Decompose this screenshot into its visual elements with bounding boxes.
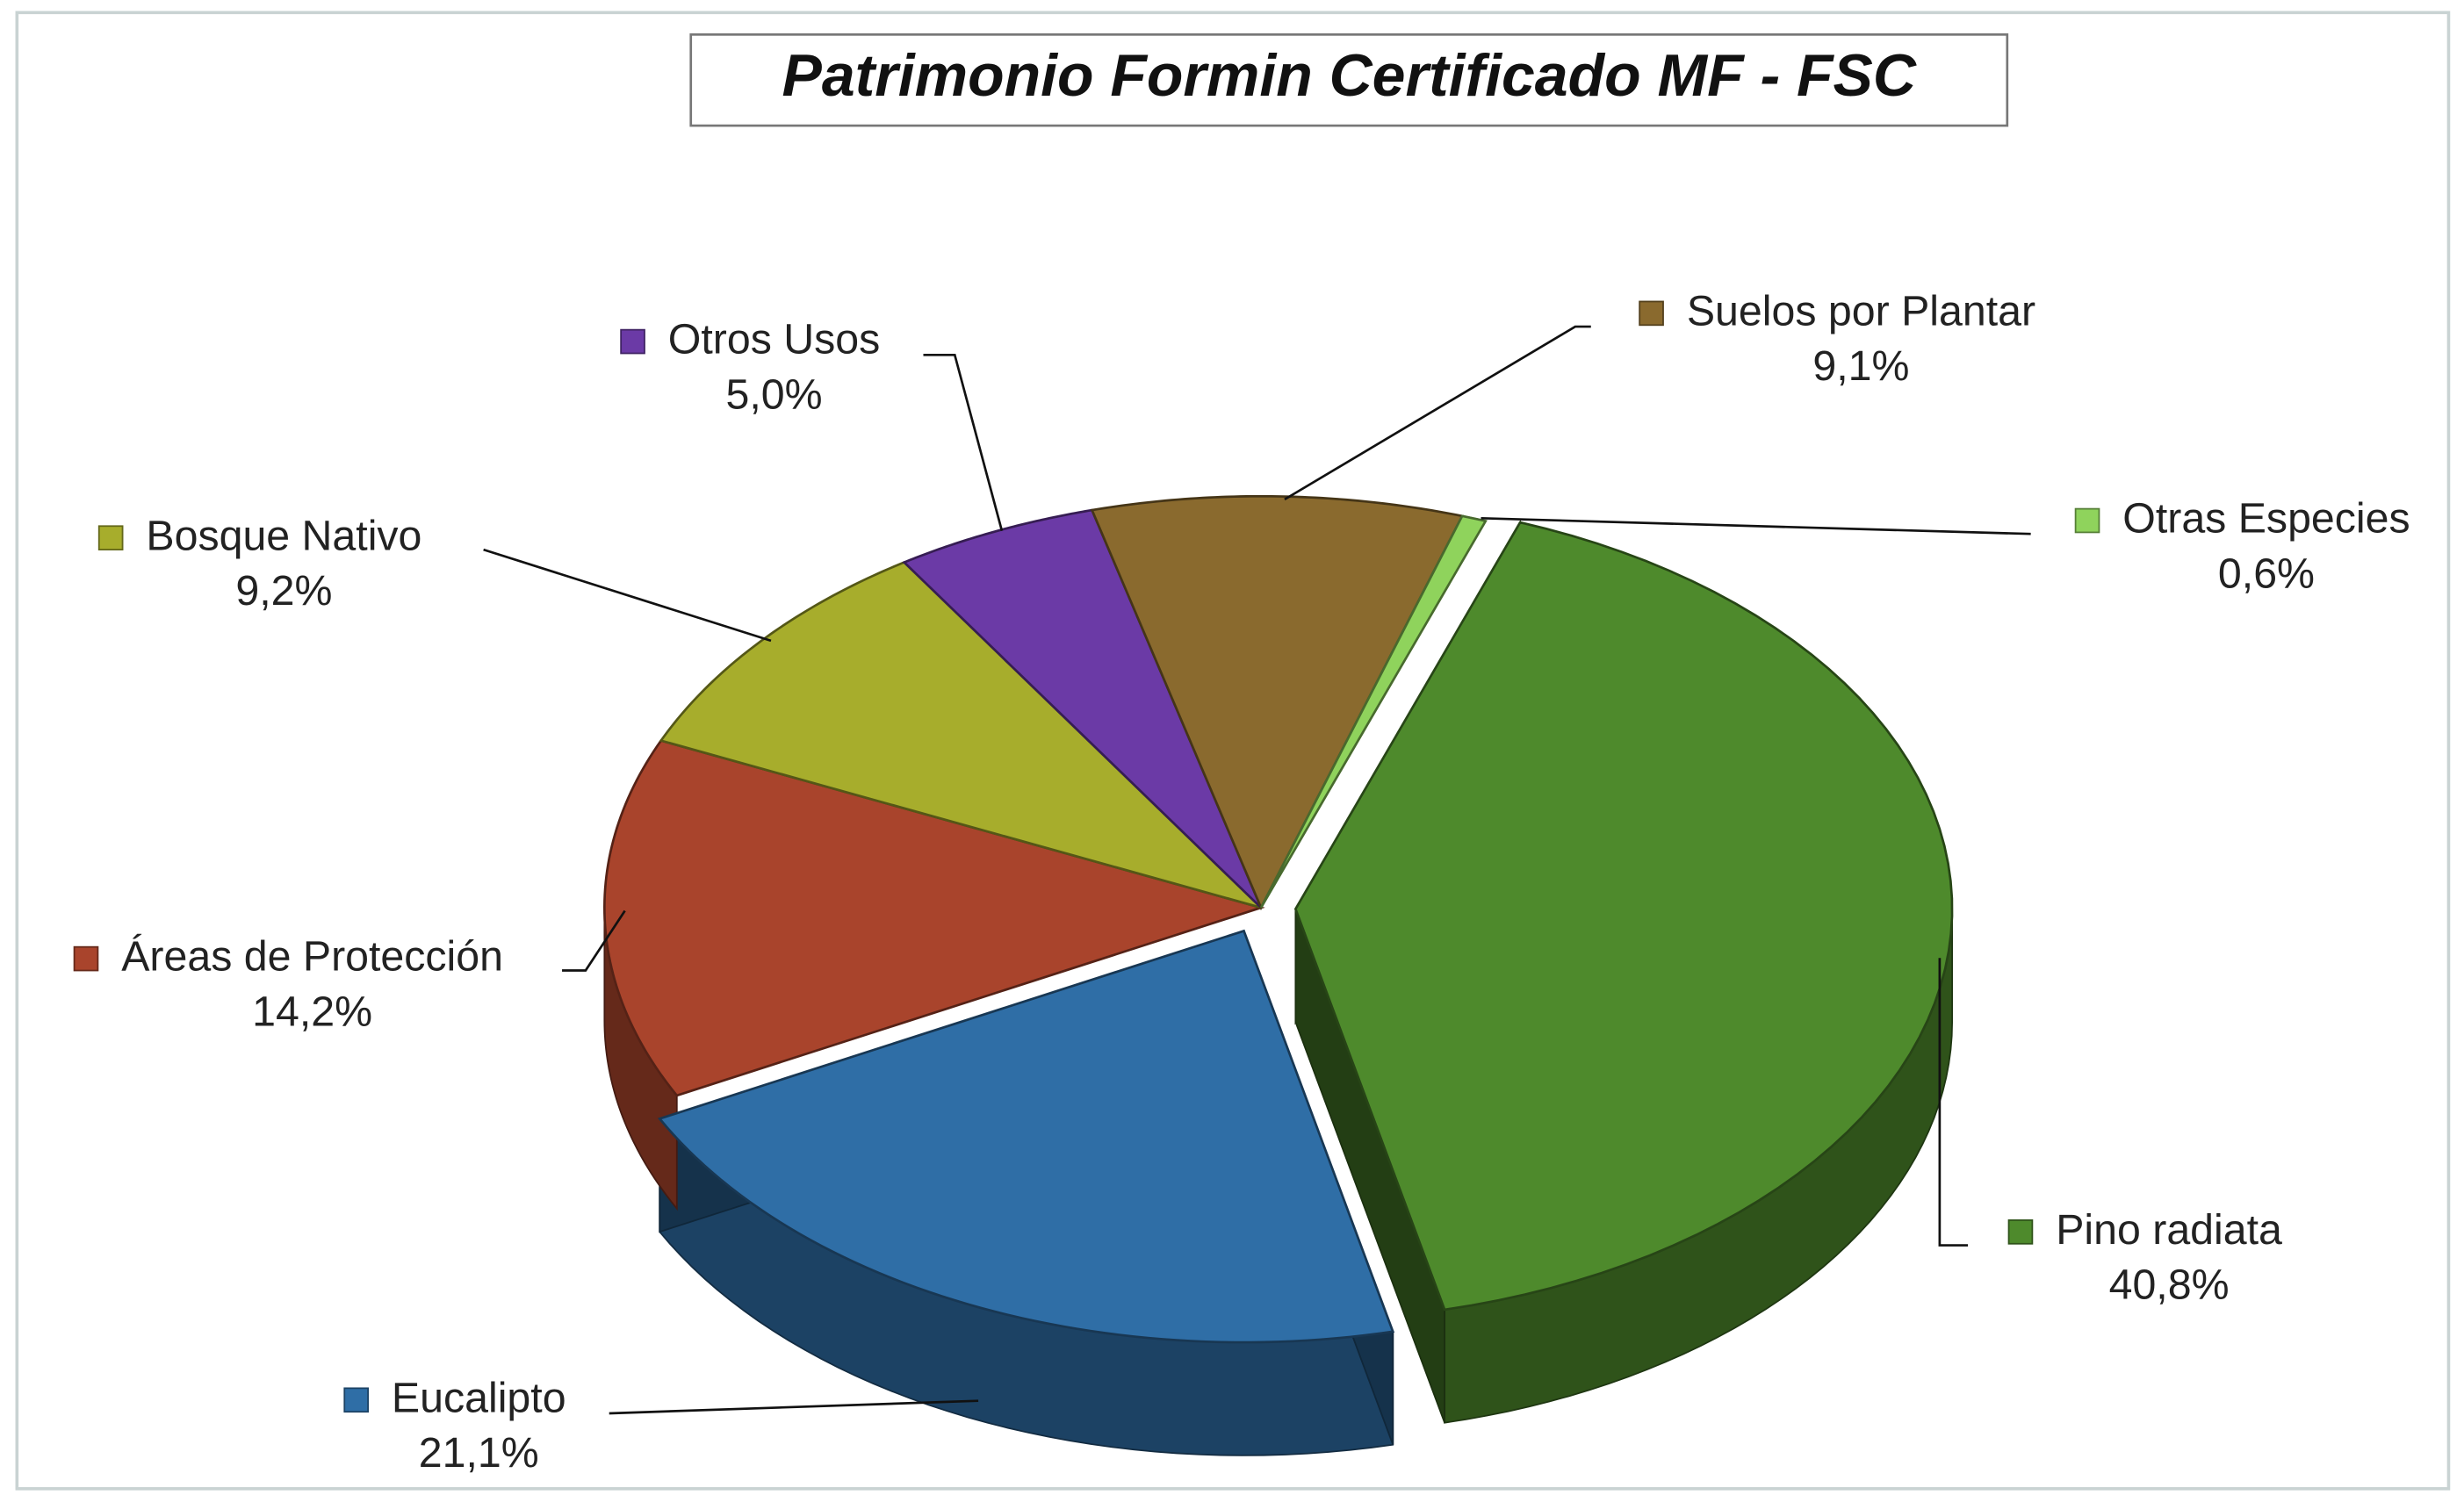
pie-tops bbox=[603, 494, 1954, 1344]
label-swatch bbox=[343, 1387, 369, 1413]
slice-label: Otras Especies bbox=[2122, 495, 2410, 543]
leader-line bbox=[923, 353, 1004, 531]
leader-line bbox=[562, 909, 626, 972]
title-box bbox=[689, 33, 2009, 127]
leader-line bbox=[1284, 325, 1591, 501]
pie-slice bbox=[1259, 514, 1488, 909]
label-swatch bbox=[1639, 300, 1664, 327]
slice-label: Suelos por Plantar bbox=[1687, 288, 2035, 335]
value-label: 9,1% bbox=[1812, 342, 1909, 390]
leader-line bbox=[483, 548, 772, 643]
label-swatch bbox=[97, 525, 124, 550]
slice-label: Eucalipto bbox=[392, 1374, 566, 1421]
value-label: 9,2% bbox=[235, 567, 332, 615]
value-label: 40,8% bbox=[2109, 1261, 2230, 1309]
label-swatch bbox=[2007, 1219, 2034, 1245]
leader-line bbox=[609, 1399, 979, 1415]
slice-label: Otros Usos bbox=[668, 316, 880, 363]
slice-label: Áreas de Protección bbox=[121, 933, 503, 981]
value-label: 14,2% bbox=[252, 988, 372, 1035]
pie-slice bbox=[659, 560, 1263, 909]
leader-line bbox=[1938, 958, 1969, 1247]
leader-line bbox=[1481, 516, 2031, 535]
slice-label: Bosque Nativo bbox=[146, 512, 421, 559]
pie-slice bbox=[603, 739, 1265, 1097]
pie-slice bbox=[1293, 521, 1954, 1312]
chart-title: Patrimonio Formin Certificado MF - FSC bbox=[782, 42, 1917, 109]
pie-slice bbox=[902, 508, 1263, 909]
label-swatch bbox=[2074, 507, 2100, 534]
pie-slice bbox=[657, 929, 1395, 1344]
slice-label: Pino radiata bbox=[2056, 1206, 2282, 1254]
value-label: 5,0% bbox=[726, 370, 823, 418]
value-label: 0,6% bbox=[2218, 550, 2315, 597]
label-swatch bbox=[73, 945, 99, 972]
pie-slice bbox=[1090, 494, 1465, 911]
label-swatch bbox=[620, 328, 645, 355]
value-label: 21,1% bbox=[419, 1429, 539, 1477]
